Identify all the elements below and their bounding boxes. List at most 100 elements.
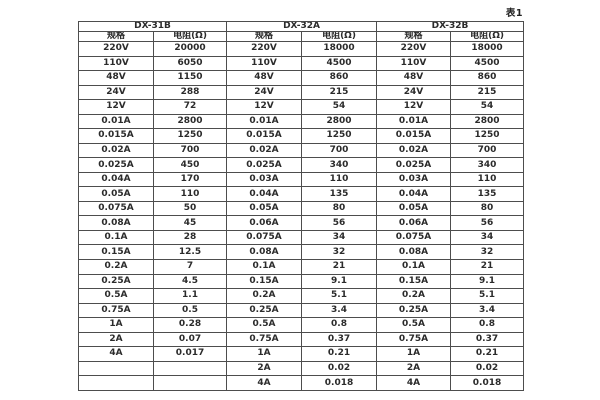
resistance-cell: 34 [450, 229, 525, 246]
spec-cell: 0.015A [376, 128, 452, 144]
resistance-cell: 1250 [301, 128, 378, 144]
spec-cell: 0.75A [376, 331, 452, 348]
resistance-cell: 0.02 [450, 360, 525, 377]
resistance-cell: 0.017 [152, 346, 228, 362]
table-row: 0.75A 0.5 0.25A 3.4 0.25A 3.4 [78, 302, 525, 319]
resistance-cell: 5.1 [450, 288, 525, 304]
resistance-cell: 18000 [301, 41, 378, 57]
resistance-cell: 6050 [152, 55, 228, 72]
resistance-cell: 80 [450, 200, 525, 217]
resistance-cell: 0.37 [301, 331, 378, 348]
table-row: 2A 0.02 2A 0.02 [78, 360, 525, 377]
spec-cell: 0.04A [226, 186, 303, 202]
resistance-cell: 215 [450, 84, 525, 101]
resistance-column-header-dx32b: 电阻(Ω) [450, 31, 525, 42]
resistance-cell: 3.4 [450, 302, 525, 319]
table-row: 4A 0.017 1A 0.21 1A 0.21 [78, 346, 525, 362]
spec-cell: 0.25A [226, 302, 303, 319]
table-row: 4A 0.018 4A 0.018 [78, 375, 525, 391]
table-row: 12V 72 12V 54 12V 54 [78, 99, 525, 115]
group-header-dx32b: DX-32B [376, 21, 525, 32]
spec-cell: 0.075A [376, 229, 452, 246]
spec-cell: 1A [226, 346, 303, 362]
table-row: 0.02A 700 0.02A 700 0.02A 700 [78, 142, 525, 159]
table-row: 1A 0.28 0.5A 0.8 0.5A 0.8 [78, 317, 525, 333]
spec-cell: 0.25A [78, 273, 154, 290]
resistance-cell: 0.8 [450, 317, 525, 333]
resistance-cell: 32 [450, 244, 525, 260]
resistance-cell: 0.21 [450, 346, 525, 362]
spec-cell: 220V [376, 41, 452, 57]
resistance-cell: 50 [152, 200, 228, 217]
spec-cell: 0.08A [376, 244, 452, 260]
table-row: 220V 20000 220V 18000 220V 18000 [78, 41, 525, 57]
spec-cell: 2A [376, 360, 452, 377]
spec-cell: 0.05A [78, 186, 154, 202]
table-row: 2A 0.07 0.75A 0.37 0.75A 0.37 [78, 331, 525, 348]
spec-cell: 0.03A [376, 171, 452, 188]
resistance-cell: 1.1 [152, 288, 228, 304]
spec-cell [78, 375, 154, 391]
spec-cell: 0.015A [226, 128, 303, 144]
spec-cell: 24V [376, 84, 452, 101]
spec-cell: 0.1A [226, 258, 303, 275]
spec-cell: 0.025A [376, 157, 452, 173]
resistance-cell: 700 [152, 142, 228, 159]
spec-cell: 2A [78, 331, 154, 348]
resistance-cell: 9.1 [450, 273, 525, 290]
resistance-cell: 700 [450, 142, 525, 159]
spec-cell: 0.075A [226, 229, 303, 246]
resistance-cell: 110 [152, 186, 228, 202]
spec-cell: 0.06A [376, 215, 452, 231]
spec-cell: 0.5A [78, 288, 154, 304]
spec-cell: 0.01A [78, 113, 154, 130]
resistance-spec-table: DX-31B DX-32A DX-32B 规格 电阻(Ω) 规格 电阻(Ω) 规… [77, 21, 525, 391]
resistance-cell: 0.07 [152, 331, 228, 348]
spec-cell: 0.1A [78, 229, 154, 246]
spec-cell: 0.02A [78, 142, 154, 159]
resistance-cell: 288 [152, 84, 228, 101]
resistance-cell: 18000 [450, 41, 525, 57]
resistance-cell: 215 [301, 84, 378, 101]
resistance-cell: 4500 [450, 55, 525, 72]
spec-cell: 0.15A [376, 273, 452, 290]
spec-cell: 0.1A [376, 258, 452, 275]
resistance-cell: 54 [301, 99, 378, 115]
spec-cell: 0.05A [376, 200, 452, 217]
resistance-cell: 860 [450, 70, 525, 86]
resistance-cell [152, 360, 228, 377]
table-row: 110V 6050 110V 4500 110V 4500 [78, 55, 525, 72]
spec-cell: 0.2A [376, 288, 452, 304]
resistance-cell: 54 [450, 99, 525, 115]
spec-cell: 0.02A [226, 142, 303, 159]
spec-cell: 0.15A [78, 244, 154, 260]
resistance-cell: 12.5 [152, 244, 228, 260]
spec-cell: 220V [226, 41, 303, 57]
resistance-cell: 700 [301, 142, 378, 159]
table-row: 24V 288 24V 215 24V 215 [78, 84, 525, 101]
resistance-cell: 72 [152, 99, 228, 115]
spec-cell: 1A [78, 317, 154, 333]
spec-cell: 0.05A [226, 200, 303, 217]
resistance-cell: 28 [152, 229, 228, 246]
group-header-dx31b: DX-31B [77, 21, 228, 32]
table-row: 48V 1150 48V 860 48V 860 [78, 70, 525, 86]
table-row: 0.25A 4.5 0.15A 9.1 0.15A 9.1 [78, 273, 525, 290]
resistance-cell: 0.8 [301, 317, 378, 333]
resistance-cell: 0.018 [450, 375, 525, 391]
resistance-cell: 34 [301, 229, 378, 246]
table-row: 0.5A 1.1 0.2A 5.1 0.2A 5.1 [78, 288, 525, 304]
spec-cell: 24V [226, 84, 303, 101]
resistance-column-header-dx32a: 电阻(Ω) [301, 31, 378, 42]
resistance-cell: 4500 [301, 55, 378, 72]
table-row: 0.075A 50 0.05A 80 0.05A 80 [78, 200, 525, 217]
spec-cell: 48V [78, 70, 154, 86]
table-row: 0.01A 2800 0.01A 2800 0.01A 2800 [78, 113, 525, 130]
resistance-cell: 4.5 [152, 273, 228, 290]
spec-column-header-dx32b: 规格 [376, 31, 452, 42]
resistance-cell: 1250 [450, 128, 525, 144]
resistance-cell: 2800 [450, 113, 525, 130]
spec-cell: 0.03A [226, 171, 303, 188]
table-row: 0.04A 170 0.03A 110 0.03A 110 [78, 171, 525, 188]
spec-cell: 48V [376, 70, 452, 86]
